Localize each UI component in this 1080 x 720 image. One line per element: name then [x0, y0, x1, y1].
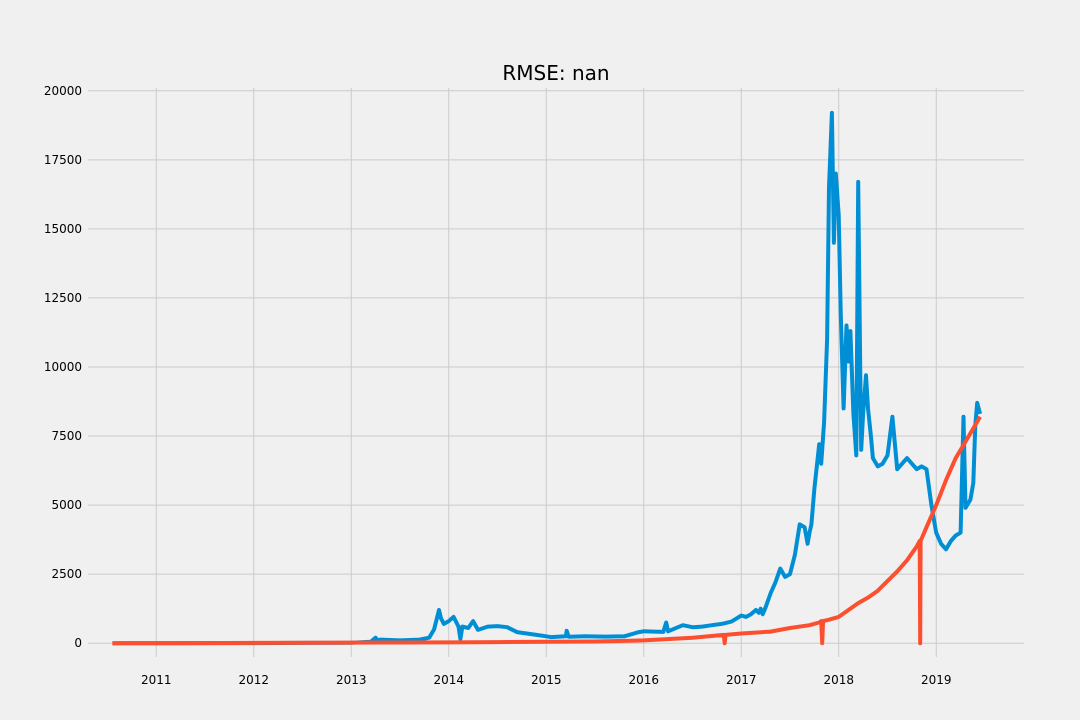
y-tick-label: 15000: [44, 222, 82, 236]
y-tick-labels: 0 2500 5000 7500 10000 12500 15000 17500 20000: [44, 84, 82, 650]
x-tick-labels: 2011 2012 2013 2014 2015 2016 2017 2018 2019: [141, 673, 952, 687]
x-tick-label: 2016: [628, 673, 659, 687]
x-tick-label: 2019: [921, 673, 952, 687]
y-tick-label: 17500: [44, 153, 82, 167]
series-group: [112, 110, 983, 646]
series-line-1: [112, 110, 983, 646]
y-tick-label: 0: [74, 636, 82, 650]
x-tick-label: 2017: [726, 673, 757, 687]
y-tick-label: 20000: [44, 84, 82, 98]
x-tick-label: 2014: [433, 673, 464, 687]
x-tick-label: 2018: [823, 673, 854, 687]
x-grid: [155, 88, 937, 657]
chart-title: RMSE: nan: [502, 61, 609, 85]
y-tick-label: 2500: [51, 567, 82, 581]
x-tick-label: 2015: [531, 673, 562, 687]
y-grid: [88, 90, 1024, 644]
y-tick-label: 5000: [51, 498, 82, 512]
x-tick-label: 2013: [336, 673, 367, 687]
y-tick-label: 10000: [44, 360, 82, 374]
y-tick-label: 7500: [51, 429, 82, 443]
x-tick-label: 2012: [238, 673, 269, 687]
y-tick-label: 12500: [44, 291, 82, 305]
x-tick-label: 2011: [141, 673, 172, 687]
series-line-2: [112, 415, 982, 646]
